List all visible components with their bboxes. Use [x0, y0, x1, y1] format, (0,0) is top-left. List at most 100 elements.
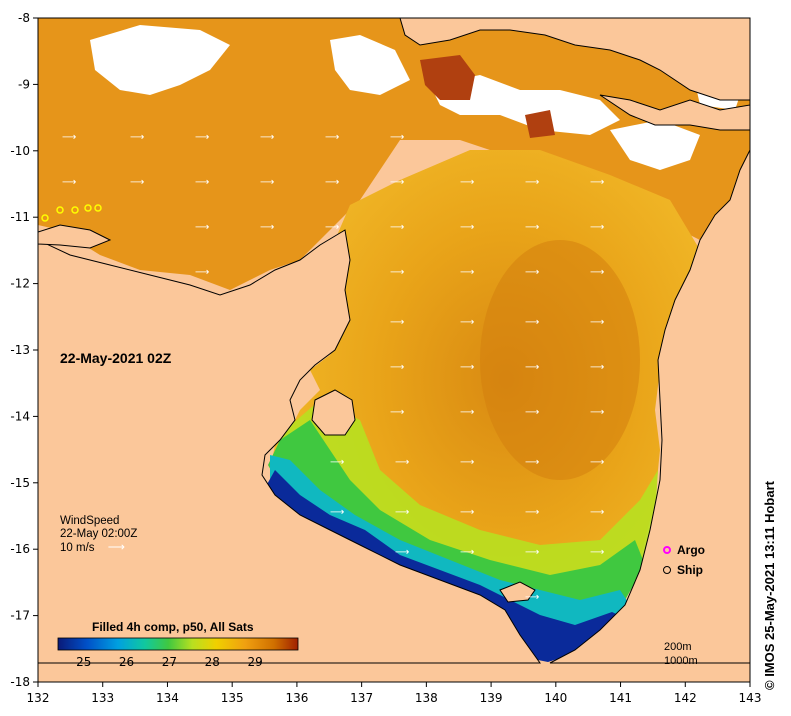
wind-speed: 10 m/s [60, 542, 95, 554]
hot-patch [420, 55, 475, 100]
cloud-gap [430, 75, 620, 135]
svg-text:⟶: ⟶ [525, 267, 539, 278]
x-tick-label: 139 [480, 691, 503, 705]
svg-text:⟶: ⟶ [195, 267, 209, 278]
svg-text:⟶: ⟶ [590, 177, 604, 188]
gulf-green-band [268, 420, 645, 640]
svg-text:⟶: ⟶ [325, 177, 339, 188]
legend-ship-label: Ship [677, 563, 703, 577]
x-tick-label: 140 [544, 691, 567, 705]
legend-ship: Ship [663, 560, 705, 580]
svg-text:⟶: ⟶ [590, 222, 604, 233]
x-tick-label: 136 [285, 691, 308, 705]
tiwi-islands [38, 224, 112, 249]
x-axis: 132 133 134 135 136 137 138 139 140 141 142 143 [27, 682, 761, 705]
x-tick-label: 137 [350, 691, 373, 705]
svg-text:⟶: ⟶ [62, 177, 76, 188]
svg-text:⟶: ⟶ [130, 177, 144, 188]
svg-text:⟶: ⟶ [590, 362, 604, 373]
colorbar-ticks: 25 26 27 28 29 [76, 655, 263, 669]
wind-legend: WindSpeed 22-May 02:00Z 10 m/s ⟶ [60, 515, 137, 555]
svg-text:⟶: ⟶ [195, 177, 209, 188]
svg-text:⟶: ⟶ [525, 177, 539, 188]
wind-label: WindSpeed [60, 515, 120, 527]
svg-text:⟶: ⟶ [390, 267, 404, 278]
credit-text: © IMOS 25-May-2021 13:11 Hobart [762, 481, 777, 690]
new-guinea-coast [599, 94, 750, 131]
x-tick-label: 133 [91, 691, 114, 705]
svg-text:⟶: ⟶ [460, 267, 474, 278]
y-tick-label: -14 [10, 409, 30, 423]
groote-eylandt [311, 389, 356, 436]
svg-text:⟶: ⟶ [460, 177, 474, 188]
x-tick-label: 141 [609, 691, 632, 705]
legend-argo: Argo [663, 540, 705, 560]
x-tick-label: 135 [221, 691, 244, 705]
date-label: 22-May-2021 02Z [60, 350, 172, 366]
svg-text:⟶: ⟶ [590, 457, 604, 468]
cloud-gap [610, 120, 700, 170]
x-tick-label: 138 [415, 691, 438, 705]
svg-text:⟶: ⟶ [525, 507, 539, 518]
svg-text:⟶: ⟶ [390, 317, 404, 328]
svg-text:⟶: ⟶ [525, 317, 539, 328]
wind-arrows: ⟶ ⟶ ⟶ ⟶ ⟶ ⟶ ⟶ ⟶ ⟶ ⟶ ⟶ ⟶ ⟶ ⟶ ⟶ ⟶ ⟶ ⟶ ⟶ ⟶ ⟶ ⟶ ⟶ ⟶ ⟶ ⟶ ⟶ ⟶ ⟶ ⟶ ⟶… [62, 132, 604, 603]
svg-text:⟶: ⟶ [460, 317, 474, 328]
svg-text:⟶: ⟶ [460, 362, 474, 373]
svg-text:⟶: ⟶ [195, 222, 209, 233]
svg-text:⟶: ⟶ [525, 407, 539, 418]
cloud-gap [330, 35, 410, 95]
ship-marker-icon [663, 566, 671, 574]
argo-marker-icon [663, 546, 671, 554]
svg-text:⟶: ⟶ [525, 362, 539, 373]
svg-text:⟶: ⟶ [590, 317, 604, 328]
platform-legend: Argo Ship [663, 540, 705, 580]
svg-text:⟶: ⟶ [390, 407, 404, 418]
svg-text:⟶: ⟶ [460, 507, 474, 518]
colorbar-tick-label: 28 [205, 655, 220, 669]
svg-text:⟶: ⟶ [260, 222, 274, 233]
warm-core [480, 240, 640, 480]
new-guinea-land [399, 18, 750, 101]
wind-time: 22-May 02:00Z [60, 528, 138, 540]
isobath-200: 200m [664, 641, 692, 653]
svg-text:⟶: ⟶ [62, 132, 76, 143]
y-tick-label: -18 [10, 675, 30, 689]
svg-text:⟶: ⟶ [390, 132, 404, 143]
svg-text:⟶: ⟶ [460, 407, 474, 418]
isobath-1000: 1000m [664, 655, 698, 667]
svg-text:⟶: ⟶ [395, 547, 409, 558]
svg-text:⟶: ⟶ [390, 362, 404, 373]
colorbar-tick-label: 25 [76, 655, 91, 669]
isobath-legend: 200m 1000m [664, 640, 698, 668]
svg-text:⟶: ⟶ [460, 457, 474, 468]
svg-text:⟶: ⟶ [330, 457, 344, 468]
svg-text:⟶: ⟶ [390, 222, 404, 233]
y-tick-label: -13 [10, 343, 30, 357]
y-tick-label: -8 [18, 11, 30, 25]
hot-patch [525, 110, 555, 138]
y-tick-label: -16 [10, 542, 30, 556]
svg-text:⟶: ⟶ [195, 132, 209, 143]
cape-york-land [549, 149, 750, 664]
arnhem-land [38, 229, 541, 664]
colorbar [57, 637, 299, 651]
svg-text:⟶: ⟶ [525, 222, 539, 233]
y-axis: -8 -9 -10 -11 -12 -13 -14 -15 -16 -17 -18 [10, 11, 38, 689]
arafura-sea [38, 18, 750, 290]
svg-text:⟶: ⟶ [325, 132, 339, 143]
svg-text:⟶: ⟶ [460, 547, 474, 558]
y-tick-label: -17 [10, 609, 30, 623]
legend-argo-label: Argo [677, 543, 705, 557]
argo-floats [41, 204, 102, 222]
gulf-blue-band [265, 470, 625, 662]
svg-text:⟶: ⟶ [525, 592, 539, 603]
cloud-gap [90, 25, 230, 95]
colorbar-tick-label: 26 [119, 655, 134, 669]
y-tick-label: -12 [10, 277, 30, 291]
mornington-island [499, 581, 536, 603]
gulf-cyan-band [270, 455, 630, 650]
svg-text:⟶: ⟶ [590, 547, 604, 558]
svg-text:⟶: ⟶ [395, 457, 409, 468]
